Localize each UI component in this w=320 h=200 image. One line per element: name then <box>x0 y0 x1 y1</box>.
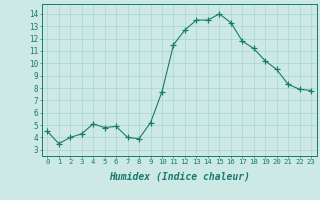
X-axis label: Humidex (Indice chaleur): Humidex (Indice chaleur) <box>109 171 250 181</box>
